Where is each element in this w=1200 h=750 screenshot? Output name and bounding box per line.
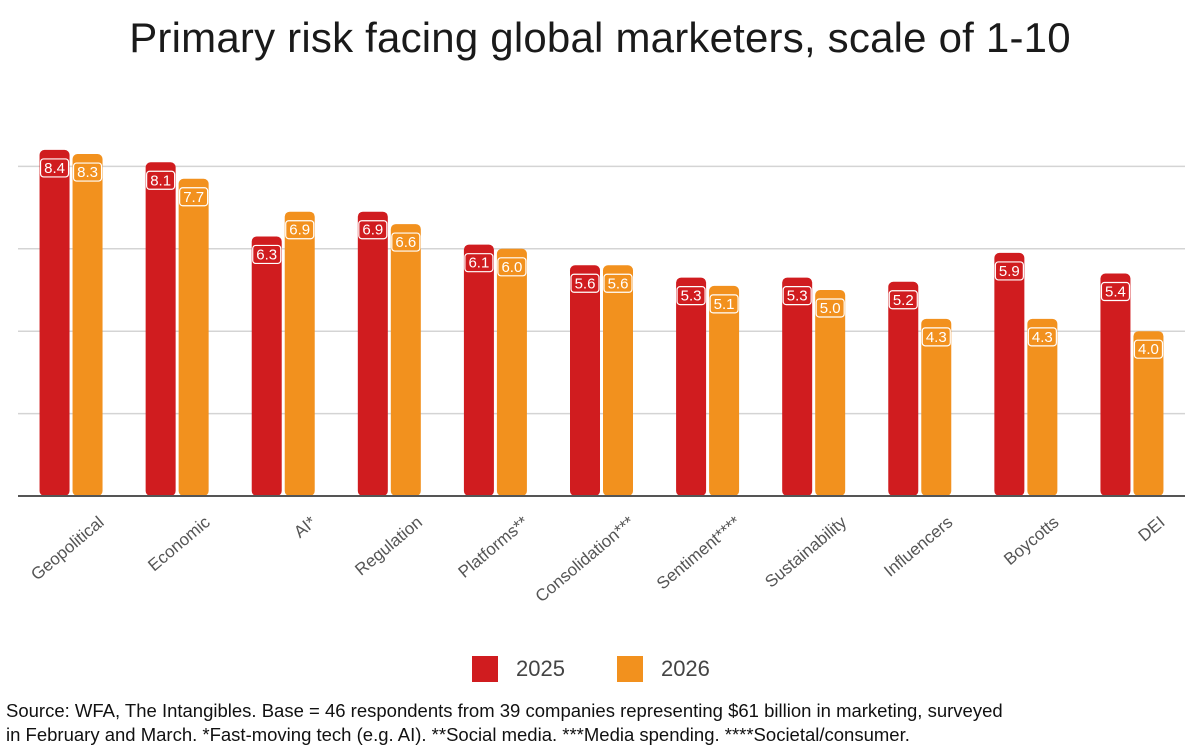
bar-2026-1 xyxy=(178,178,209,496)
bar-2026-7 xyxy=(815,290,846,496)
bar-2025-7 xyxy=(782,277,813,496)
bar-2026-5 xyxy=(603,265,633,496)
data-label-2026-0: 8.3 xyxy=(77,164,98,181)
data-label-bg-2026-0 xyxy=(72,162,103,182)
data-label-2025-8: 5.2 xyxy=(893,292,914,309)
bar-2025-6 xyxy=(676,277,707,496)
data-label-2025-10: 5.4 xyxy=(1105,284,1126,301)
bar-2025-2 xyxy=(251,236,282,496)
data-label-bg-2025-2 xyxy=(252,244,282,265)
data-label-2026-3: 6.6 xyxy=(395,234,416,251)
data-label-bg-2025-1 xyxy=(146,170,176,190)
source-line-2: in February and March. *Fast-moving tech… xyxy=(6,724,910,745)
bar-2025-1 xyxy=(145,162,176,496)
data-label-bg-2025-10 xyxy=(1100,281,1131,302)
data-label-2025-1: 8.1 xyxy=(150,172,171,189)
data-label-bg-2025-7 xyxy=(782,286,812,306)
data-label-2025-6: 5.3 xyxy=(681,288,702,305)
bar-2026-10 xyxy=(1133,331,1164,496)
data-label-2026-4: 6.0 xyxy=(501,259,522,276)
data-label-2025-0: 8.4 xyxy=(44,160,65,177)
bar-chart: 8.4 8.3 8.1 7.7 6.3 6.9 6.9 6.6 6.1 6.0 5.6 5.6 5.3 5… xyxy=(18,149,1185,606)
data-label-bg-2025-4 xyxy=(464,253,494,273)
data-label-bg-2026-4 xyxy=(497,257,527,277)
data-label-2026-8: 4.3 xyxy=(926,329,947,346)
data-label-bg-2026-2 xyxy=(285,220,315,240)
legend-swatch-2025 xyxy=(472,656,498,682)
x-tick-label-7: Sustainability xyxy=(761,512,850,591)
data-label-bg-2025-8 xyxy=(888,290,918,310)
bar-2026-6 xyxy=(709,285,740,496)
data-label-2025-3: 6.9 xyxy=(362,222,383,239)
bar-2025-9 xyxy=(994,252,1025,496)
bar-2026-2 xyxy=(284,211,315,496)
data-label-bg-2025-0 xyxy=(39,158,70,178)
x-tick-label-1: Economic xyxy=(144,512,214,575)
data-label-2025-4: 6.1 xyxy=(468,255,489,272)
bar-2025-5 xyxy=(570,265,600,496)
x-tick-label-10: DEI xyxy=(1135,513,1169,546)
x-tick-label-5: Consolidation*** xyxy=(532,512,639,606)
bar-2025-3 xyxy=(357,211,388,496)
x-tick-label-6: Sentiment**** xyxy=(653,512,744,593)
bar-2025-4 xyxy=(463,244,494,496)
source-line-1: Source: WFA, The Intangibles. Base = 46 … xyxy=(6,700,1003,721)
bar-2025-10 xyxy=(1100,273,1131,496)
bar-2026-3 xyxy=(390,224,421,496)
bar-2025-8 xyxy=(888,281,919,496)
source-note: Source: WFA, The Intangibles. Base = 46 … xyxy=(6,699,1196,747)
data-label-bg-2025-3 xyxy=(358,220,388,240)
x-tick-label-4: Platforms** xyxy=(455,512,533,581)
x-tick-label-2: AI* xyxy=(290,512,320,541)
data-label-bg-2026-7 xyxy=(815,298,845,318)
bar-2026-4 xyxy=(496,248,527,496)
legend-swatch-2026 xyxy=(616,656,643,682)
data-label-2025-9: 5.9 xyxy=(999,263,1020,280)
data-label-bg-2025-5 xyxy=(570,273,600,293)
legend-label-2025: 2025 xyxy=(516,656,565,681)
data-label-bg-2026-9 xyxy=(1027,327,1057,347)
data-label-2026-9: 4.3 xyxy=(1032,329,1053,346)
bar-2026-8 xyxy=(921,318,952,496)
x-tick-label-8: Influencers xyxy=(880,513,956,581)
legend-label-2026: 2026 xyxy=(660,656,710,681)
data-label-bg-2025-9 xyxy=(994,261,1024,281)
data-label-2026-10: 4.0 xyxy=(1138,341,1159,358)
data-label-2025-5: 5.6 xyxy=(575,275,596,292)
data-label-bg-2026-5 xyxy=(603,273,633,293)
x-tick-label-0: Geopolitical xyxy=(27,513,107,585)
data-label-bg-2026-1 xyxy=(179,187,209,207)
x-tick-label-9: Boycotts xyxy=(1000,513,1062,569)
bar-2026-0 xyxy=(72,154,103,497)
data-label-2026-6: 5.1 xyxy=(714,296,735,313)
data-label-2025-2: 6.3 xyxy=(256,246,277,263)
data-label-bg-2026-10 xyxy=(1133,339,1164,359)
data-label-2025-7: 5.3 xyxy=(787,288,808,305)
bar-2026-9 xyxy=(1027,318,1058,496)
data-label-2026-7: 5.0 xyxy=(820,300,841,317)
data-label-2026-1: 7.7 xyxy=(183,189,204,206)
data-label-bg-2026-8 xyxy=(921,327,951,347)
data-label-2026-2: 6.9 xyxy=(289,222,310,239)
chart-title: Primary risk facing global marketers, sc… xyxy=(129,14,1071,61)
data-label-2026-5: 5.6 xyxy=(608,275,629,292)
data-label-bg-2026-6 xyxy=(709,294,739,314)
x-tick-label-3: Regulation xyxy=(351,513,425,580)
data-label-bg-2026-3 xyxy=(391,232,421,252)
legend-item-2025[interactable]: 2025 xyxy=(472,656,565,682)
legend-item-2026[interactable]: 2026 xyxy=(616,656,710,682)
legend: 2025 2026 xyxy=(472,654,762,684)
data-label-bg-2025-6 xyxy=(676,286,706,306)
bar-2025-0 xyxy=(39,149,70,497)
